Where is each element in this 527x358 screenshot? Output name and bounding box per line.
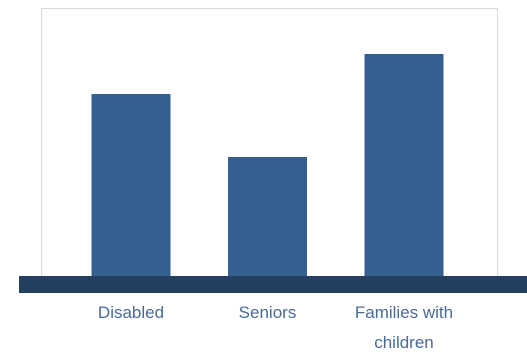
bar-families-with-children <box>364 54 444 276</box>
bar-disabled <box>91 94 171 276</box>
tick-label-families-with-children-line-1: Families with <box>355 303 453 322</box>
bars-layer <box>91 54 444 276</box>
category-labels: Disabled Seniors Families with children <box>98 303 453 352</box>
bar-seniors <box>228 157 307 276</box>
tick-label-seniors: Seniors <box>239 303 297 322</box>
tick-label-families-with-children-line-2: children <box>374 333 434 352</box>
x-axis-baseline <box>19 276 527 293</box>
tick-label-disabled: Disabled <box>98 303 164 322</box>
